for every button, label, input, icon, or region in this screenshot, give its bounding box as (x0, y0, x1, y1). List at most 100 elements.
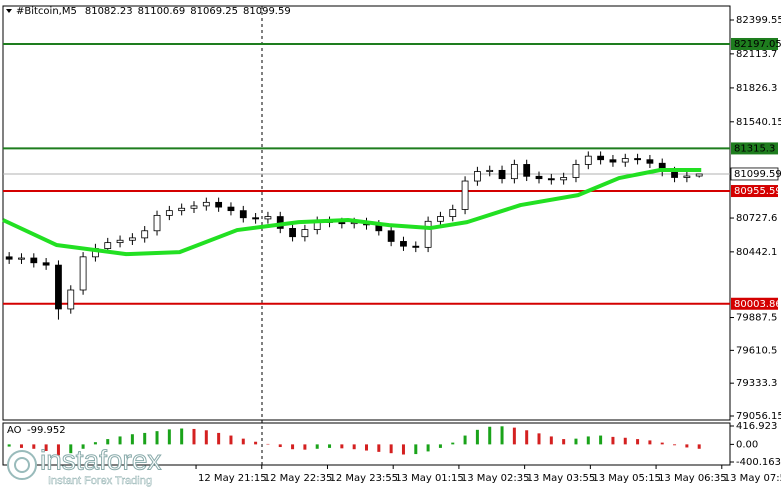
y-tick-label: 81540.15 (736, 117, 781, 128)
candle-body (252, 217, 260, 220)
ao-bar (315, 444, 319, 449)
candle-body (264, 216, 272, 220)
ao-bar (143, 432, 147, 445)
level-label-box (731, 142, 778, 155)
ao-bar (69, 444, 73, 454)
candle-body (646, 159, 654, 164)
y-tick-label: 79610.5 (736, 345, 777, 356)
y-tick-label: 81826.3 (736, 83, 777, 94)
ao-bar (401, 444, 405, 455)
candle-body (18, 257, 25, 260)
ao-bar (512, 427, 516, 445)
indicator-name: AO (7, 425, 22, 436)
candle-body (104, 242, 112, 249)
ao-bar (303, 444, 307, 450)
y-tick-label: 82399.55 (736, 15, 781, 26)
candle-body (301, 229, 309, 238)
candle-body (67, 289, 75, 310)
ao-bar (241, 438, 245, 445)
x-tick-label: 13 May 05:15 (592, 473, 661, 484)
ao-bar (192, 428, 196, 445)
candle-body (597, 155, 605, 161)
ao-bar (475, 429, 479, 445)
ao-bar (32, 444, 36, 449)
candle-body (289, 228, 296, 238)
candle-body (79, 256, 87, 291)
candle-body (239, 210, 247, 219)
x-tick-label: 13 May 01:15 (395, 473, 464, 484)
y-tick-label: 79056.15 (736, 411, 781, 422)
ao-bar (537, 433, 541, 445)
ao-bar (130, 434, 134, 445)
watermark-name: instaforex (40, 444, 161, 475)
ao-bar (525, 430, 529, 445)
candle-body (609, 159, 617, 163)
candle-body (153, 214, 161, 232)
candle-body (178, 207, 186, 212)
ao-bar (426, 444, 430, 452)
candle-body (572, 164, 580, 178)
ao-bar (204, 430, 208, 445)
ao-bar (500, 426, 504, 445)
ao-bar (81, 444, 85, 449)
ao-bar (377, 444, 381, 452)
ao-bar (56, 444, 60, 456)
y-tick-label: 82113.7 (736, 49, 777, 60)
ao-bar (586, 436, 590, 445)
ao-bar (254, 441, 258, 445)
ao-bar (562, 439, 566, 445)
candle-body (116, 239, 124, 244)
indicator-panel (2, 422, 731, 466)
ao-bar (414, 444, 418, 455)
ao-bar (685, 444, 689, 448)
ao-bar (7, 444, 11, 447)
ao-bar (451, 442, 455, 445)
ao-bar (648, 440, 652, 445)
ao-bar (673, 444, 677, 446)
ao-bar (611, 436, 615, 445)
candle-body (473, 171, 481, 182)
logo-icon (14, 457, 30, 473)
ao-bar (574, 438, 578, 445)
header-value: 81099.59 (243, 6, 291, 17)
indicator-tick-label: -400.163 (736, 457, 781, 468)
ao-bar (44, 444, 48, 451)
level-label: 81315.3 (734, 143, 775, 154)
ao-bar (599, 435, 603, 445)
current-price-box (730, 167, 779, 181)
x-tick-label: 13 May 02:35 (461, 473, 530, 484)
indicator-value: -99.952 (27, 425, 66, 436)
candle-body (535, 175, 543, 180)
candle-body (202, 201, 210, 207)
candle-body (30, 257, 38, 264)
ao-bar (636, 439, 640, 445)
ao-bar (167, 429, 171, 445)
x-tick-label: 13 May 06:35 (658, 473, 727, 484)
y-tick-label: 80442.1 (736, 247, 777, 258)
current-price-label: 81099.59 (734, 169, 781, 180)
candle-body (141, 230, 149, 239)
indicator-tick-label: 416.923 (736, 421, 777, 432)
x-tick-label: 12 May 23:55 (329, 473, 398, 484)
candle-body (523, 164, 531, 177)
candle-body (695, 173, 703, 177)
x-tick-label: 12 May 22:35 (264, 473, 333, 484)
ao-bar (438, 444, 442, 448)
watermark: instaforex Instant Forex Trading (7, 444, 162, 487)
level-label-box (731, 185, 778, 198)
header-value: 81082.23 (85, 6, 133, 17)
candle-body (55, 264, 62, 310)
level-label: 80955.59 (734, 186, 781, 197)
candle-body (634, 158, 641, 161)
ao-bar (463, 435, 467, 445)
ao-bar (623, 437, 627, 445)
level-label: 80003.86 (734, 299, 781, 310)
candle-body (128, 237, 136, 241)
candle-body (190, 205, 198, 209)
y-tick-label: 79887.5 (736, 313, 777, 324)
candle-body (5, 256, 13, 260)
ao-bar (488, 426, 492, 445)
candle-body (165, 210, 173, 216)
ao-bar (697, 444, 701, 449)
